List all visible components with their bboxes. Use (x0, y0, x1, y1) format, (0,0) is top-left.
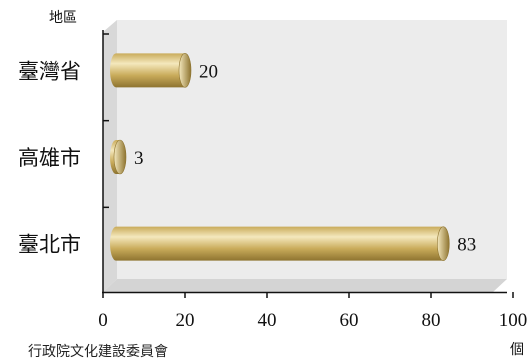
bar-3 (110, 226, 444, 261)
bar-end-cap (113, 139, 127, 175)
x-axis-title: 個 (510, 342, 524, 358)
plot-floor (103, 279, 507, 292)
y-ticks (103, 33, 109, 209)
bar-end-cap (178, 53, 192, 88)
x-tick-label: 80 (422, 310, 441, 331)
plot-back-wall (117, 20, 507, 279)
data-label: 20 (199, 61, 218, 82)
y-axis-title: 地區 (49, 10, 77, 26)
plot-left-wall (103, 20, 117, 292)
bar-end-cap (436, 226, 450, 261)
category-label: 臺灣省 (18, 59, 81, 83)
bars: 臺灣省 20 高雄市 3 臺北市 83 (18, 53, 476, 261)
x-tick-label: 100 (499, 310, 528, 331)
bar-1 (110, 53, 185, 88)
source-note: 行政院文化建設委員會 (28, 344, 168, 360)
data-label: 83 (457, 235, 476, 256)
x-ticks: 0 20 40 60 80 100 (98, 292, 527, 331)
data-label: 3 (134, 148, 144, 169)
x-tick-label: 20 (176, 310, 195, 331)
category-label: 高雄市 (18, 146, 81, 170)
x-tick-label: 40 (258, 310, 277, 331)
x-tick-label: 0 (98, 310, 108, 331)
x-tick-label: 60 (340, 310, 359, 331)
category-label: 臺北市 (18, 233, 81, 257)
